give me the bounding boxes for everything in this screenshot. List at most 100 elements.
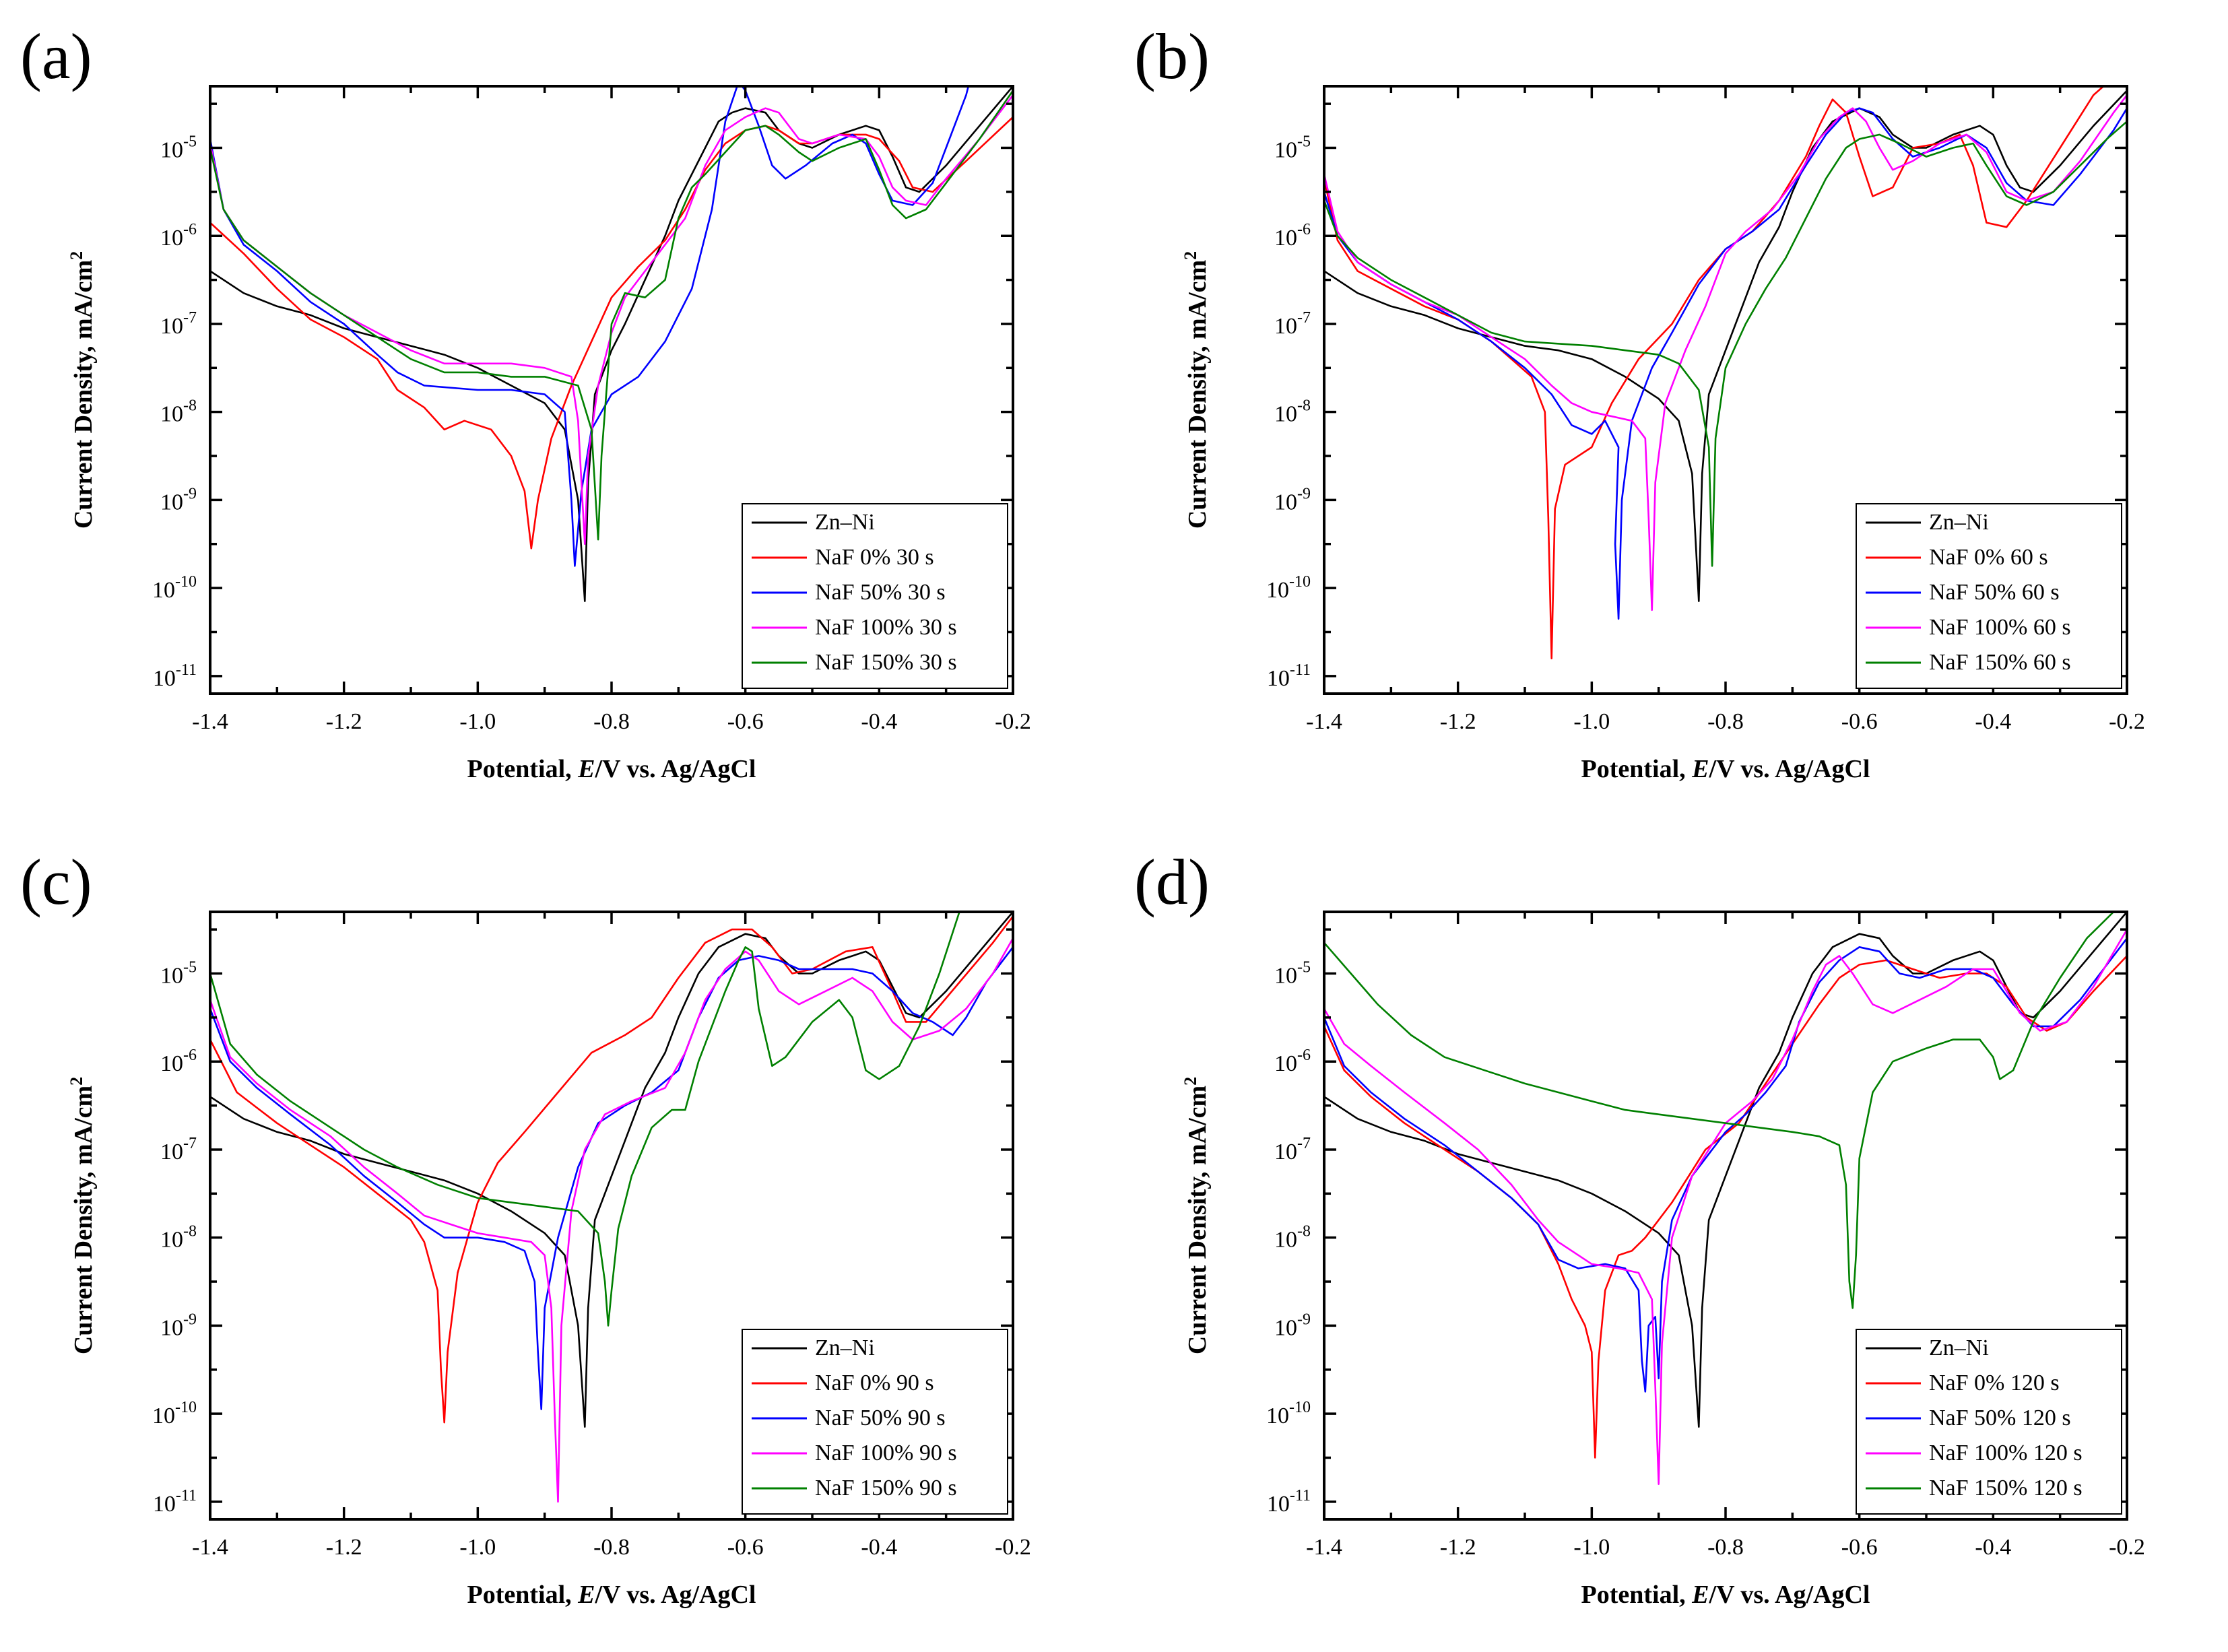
x-tick-label: -1.0	[459, 1535, 496, 1560]
legend-entry: NaF 150% 90 s	[815, 1476, 957, 1500]
panel-label: (b)	[1134, 20, 1210, 92]
x-tick-label: -1.4	[192, 1535, 228, 1560]
legend-entry: NaF 150% 30 s	[815, 650, 957, 675]
y-tick-label: 10-7	[160, 1135, 197, 1164]
x-tick-label: -0.2	[2109, 709, 2145, 734]
y-tick-label: 10-11	[1267, 1487, 1311, 1517]
legend-entry: NaF 0% 90 s	[815, 1370, 934, 1395]
y-tick-label: 10-6	[1274, 1047, 1311, 1076]
x-axis-label: Potential, E/V vs. Ag/AgCl	[1581, 755, 1870, 783]
series-line-4	[1324, 121, 2127, 567]
x-tick-label: -0.6	[1841, 1535, 1878, 1560]
y-tick-label: 10-11	[153, 661, 197, 691]
y-axis-label: Current Density, mA/cm2	[67, 251, 98, 529]
x-tick-label: -0.4	[1975, 709, 2011, 734]
chart-svg: -1.4 -1.2 -1.0 -0.8 -0.6 -0.4 -0.2 10-11 10-10 10…	[67, 911, 1031, 1609]
y-tick-label: 10-9	[160, 1311, 197, 1340]
x-tick-label: -1.0	[459, 709, 496, 734]
series-line-3	[210, 937, 1013, 1503]
legend-entry: NaF 50% 30 s	[815, 580, 946, 605]
legend: Zn–Ni NaF 0% 60 s NaF 50% 60 s NaF 100% 60 …	[1856, 503, 2122, 689]
legend-entry: Zn–Ni	[1929, 1335, 1989, 1360]
panel-c: (c) -1.4 -1.2 -1.0 -0.8 -0.6 -0.4 -0.2 10-11 10-…	[0, 826, 1114, 1651]
y-tick-label: 10-8	[160, 1223, 197, 1253]
y-tick-label: 10-8	[160, 397, 197, 427]
legend-entry: NaF 100% 120 s	[1929, 1441, 2083, 1465]
series-line-2	[1324, 937, 2127, 1393]
x-tick-label: -0.4	[1975, 1535, 2011, 1560]
y-tick-label: 10-6	[1274, 221, 1311, 251]
legend-entry: NaF 50% 90 s	[815, 1406, 946, 1430]
y-tick-label: 10-10	[1266, 573, 1311, 603]
y-tick-label: 10-8	[1274, 397, 1311, 427]
panel-label: (a)	[20, 20, 92, 92]
x-tick-label: -1.2	[1440, 709, 1476, 734]
series-line-0	[1324, 90, 2127, 602]
legend: Zn–Ni NaF 0% 90 s NaF 50% 90 s NaF 100% 90 …	[742, 1329, 1008, 1515]
x-axis-label: Potential, E/V vs. Ag/AgCl	[467, 1581, 756, 1609]
x-tick-label: -1.0	[1573, 1535, 1610, 1560]
y-axis-label: Current Density, mA/cm2	[1181, 1077, 1212, 1354]
legend-entry: Zn–Ni	[815, 510, 875, 535]
y-tick-label: 10-7	[1274, 309, 1311, 339]
series-line-2	[210, 946, 1013, 1410]
x-tick-label: -0.2	[2109, 1535, 2145, 1560]
x-tick-label: -0.6	[1841, 709, 1878, 734]
curve-group	[1324, 86, 2127, 659]
y-tick-label: 10-5	[1274, 133, 1311, 163]
y-tick-label: 10-11	[1267, 661, 1311, 691]
chart-svg: -1.4 -1.2 -1.0 -0.8 -0.6 -0.4 -0.2 10-11 10-10 10…	[1181, 85, 2145, 783]
x-tick-label: -0.8	[1707, 1535, 1744, 1560]
legend-box	[1856, 503, 2122, 689]
y-tick-label: 10-9	[160, 485, 197, 515]
series-line-3	[1324, 94, 2127, 612]
panel-a: (a) -1.4 -1.2 -1.0 -0.8 -0.6 -0.4 -0.2 10-11 10-…	[0, 0, 1114, 826]
legend-entry: NaF 100% 60 s	[1929, 615, 2071, 640]
y-tick-label: 10-9	[1274, 1311, 1311, 1340]
x-axis-label: Potential, E/V vs. Ag/AgCl	[1581, 1581, 1870, 1609]
legend-entry: NaF 50% 120 s	[1929, 1406, 2071, 1430]
legend-box	[1856, 1329, 2122, 1515]
x-tick-label: -0.4	[861, 709, 897, 734]
y-tick-label: 10-6	[160, 221, 197, 251]
y-axis-label: Current Density, mA/cm2	[67, 1077, 98, 1354]
legend-box	[742, 503, 1008, 689]
curve-group	[210, 912, 1013, 1503]
y-tick-label: 10-6	[160, 1047, 197, 1076]
legend-entry: Zn–Ni	[1929, 510, 1989, 535]
x-tick-label: -1.2	[326, 709, 362, 734]
y-tick-label: 10-7	[1274, 1135, 1311, 1164]
y-tick-label: 10-11	[153, 1487, 197, 1517]
legend-entry: NaF 150% 120 s	[1929, 1476, 2083, 1500]
curve-group	[1324, 912, 2127, 1485]
panel-label: (d)	[1134, 846, 1210, 918]
legend-entry: NaF 100% 30 s	[815, 615, 957, 640]
series-line-2	[210, 86, 970, 567]
legend-entry: NaF 100% 90 s	[815, 1441, 957, 1465]
x-tick-label: -0.6	[727, 1535, 764, 1560]
series-line-3	[1324, 929, 2127, 1485]
panel-label: (c)	[20, 846, 92, 918]
y-tick-label: 10-8	[1274, 1223, 1311, 1253]
legend-entry: NaF 0% 120 s	[1929, 1370, 2060, 1395]
x-tick-label: -0.8	[593, 709, 630, 734]
y-tick-label: 10-9	[1274, 485, 1311, 515]
series-line-1	[210, 915, 1013, 1424]
y-tick-label: 10-7	[160, 309, 197, 339]
x-tick-label: -0.8	[1707, 709, 1744, 734]
series-line-1	[210, 116, 1013, 550]
y-tick-label: 10-10	[152, 573, 197, 603]
legend-entry: NaF 50% 60 s	[1929, 580, 2060, 605]
y-tick-label: 10-10	[152, 1399, 197, 1428]
legend: Zn–Ni NaF 0% 120 s NaF 50% 120 s NaF 100% 1…	[1856, 1329, 2122, 1515]
legend-entry: Zn–Ni	[815, 1335, 875, 1360]
x-tick-label: -1.4	[1306, 709, 1342, 734]
panel-d: (d) -1.4 -1.2 -1.0 -0.8 -0.6 -0.4 -0.2 10-11 10-…	[1114, 826, 2228, 1651]
x-tick-label: -0.4	[861, 1535, 897, 1560]
legend-entry: NaF 150% 60 s	[1929, 650, 2071, 675]
legend: Zn–Ni NaF 0% 30 s NaF 50% 30 s NaF 100% 30 …	[742, 503, 1008, 689]
x-tick-label: -0.8	[593, 1535, 630, 1560]
x-tick-label: -0.2	[995, 1535, 1031, 1560]
x-tick-label: -1.0	[1573, 709, 1610, 734]
legend-entry: NaF 0% 30 s	[815, 545, 934, 570]
